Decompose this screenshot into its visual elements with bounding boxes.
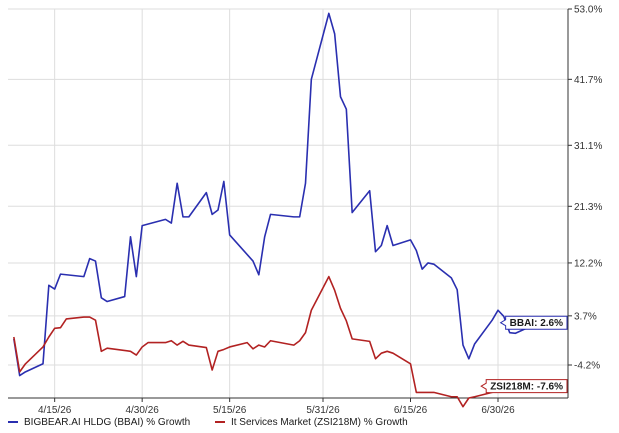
y-tick-label-0: 53.0% bbox=[574, 5, 602, 16]
end-label-zsi: ZSI218M: -7.6% bbox=[480, 379, 568, 394]
end-labels: BBAI: 2.6% ZSI218M: -7.6% bbox=[480, 315, 568, 394]
y-tick-label-2: 31.1% bbox=[574, 141, 602, 152]
legend-label-zsi: It Services Market (ZSI218M) % Growth bbox=[230, 416, 408, 428]
series-line-zsi bbox=[13, 275, 510, 408]
x-tick-label-0: 4/15/26 bbox=[38, 405, 72, 416]
legend-item-bbai: BIGBEAR.AI HLDG (BBAI) % Growth bbox=[8, 417, 190, 428]
y-tick-label-5: 3.7% bbox=[574, 311, 597, 322]
legend-item-zsi: It Services Market (ZSI218M) % Growth bbox=[214, 416, 408, 428]
legend: BIGBEAR.AI HLDG (BBAI) % Growth It Servi… bbox=[8, 415, 430, 428]
y-tick-label-4: 12.2% bbox=[574, 258, 602, 269]
end-label-bbai: BBAI: 2.6% bbox=[499, 315, 568, 330]
end-label-box-zsi bbox=[480, 379, 568, 394]
series-layer bbox=[13, 12, 540, 408]
legend-label-bbai: BIGBEAR.AI HLDG (BBAI) % Growth bbox=[24, 416, 191, 428]
legend-swatch-bbai bbox=[8, 421, 18, 423]
x-tick-label-1: 4/30/26 bbox=[125, 405, 159, 416]
x-tick-label-5: 6/30/26 bbox=[481, 405, 515, 416]
x-tick-label-4: 6/15/26 bbox=[394, 405, 428, 416]
legend-swatch-zsi bbox=[214, 421, 225, 423]
end-label-text-zsi: ZSI218M: -7.6% bbox=[490, 382, 563, 393]
x-tick-label-3: 5/31/26 bbox=[306, 405, 340, 416]
series-line-bbai bbox=[13, 12, 540, 377]
y-tick-label-1: 41.7% bbox=[574, 75, 602, 86]
end-label-box-bbai bbox=[499, 315, 568, 330]
y-tick-label-6: -4.2% bbox=[574, 361, 600, 372]
y-tick-label-3: 21.3% bbox=[574, 202, 602, 213]
axes: 53.0% 41.7% 31.1% 21.3% 12.2% 3.7% -4.2% 4/15/2… bbox=[8, 5, 602, 416]
x-tick-label-2: 5/15/26 bbox=[213, 405, 247, 416]
grid bbox=[8, 8, 568, 398]
end-label-text-bbai: BBAI: 2.6% bbox=[510, 318, 563, 329]
